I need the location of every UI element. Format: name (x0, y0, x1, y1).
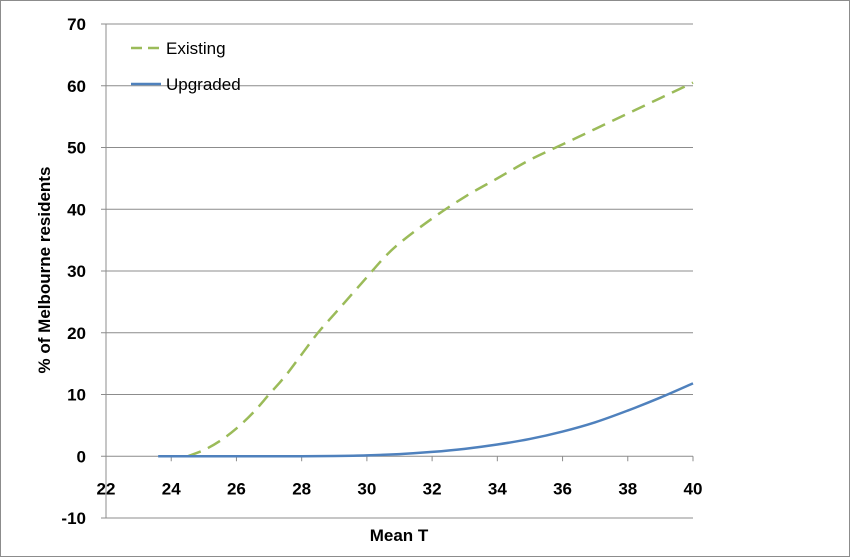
x-axis-title: Mean T (370, 526, 429, 545)
x-tick-label: 24 (162, 479, 181, 498)
x-tick-label: 32 (423, 479, 442, 498)
gridlines (106, 24, 693, 518)
x-tick-label: 28 (292, 479, 311, 498)
series-line-existing (188, 83, 693, 457)
y-tick-label: 40 (67, 200, 86, 219)
y-tick-label: -10 (61, 509, 86, 528)
x-tick-label: 34 (488, 479, 507, 498)
y-tick-label: 70 (67, 15, 86, 34)
y-tick-label: 50 (67, 139, 86, 158)
x-tick-label: 38 (618, 479, 637, 498)
y-tick-label: 10 (67, 386, 86, 405)
x-tick-label: 30 (357, 479, 376, 498)
x-tick-label: 40 (684, 479, 703, 498)
x-tick-label: 22 (97, 479, 116, 498)
y-axis-title: % of Melbourne residents (35, 167, 54, 374)
x-tick-label: 36 (553, 479, 572, 498)
series-layer (158, 83, 693, 457)
legend-label-upgraded: Upgraded (166, 75, 241, 94)
y-tick-label: 20 (67, 324, 86, 343)
y-tick-label: 60 (67, 77, 86, 96)
x-tick-label: 26 (227, 479, 246, 498)
y-tick-label: 0 (77, 447, 86, 466)
legend-label-existing: Existing (166, 39, 226, 58)
y-tick-label: 30 (67, 262, 86, 281)
